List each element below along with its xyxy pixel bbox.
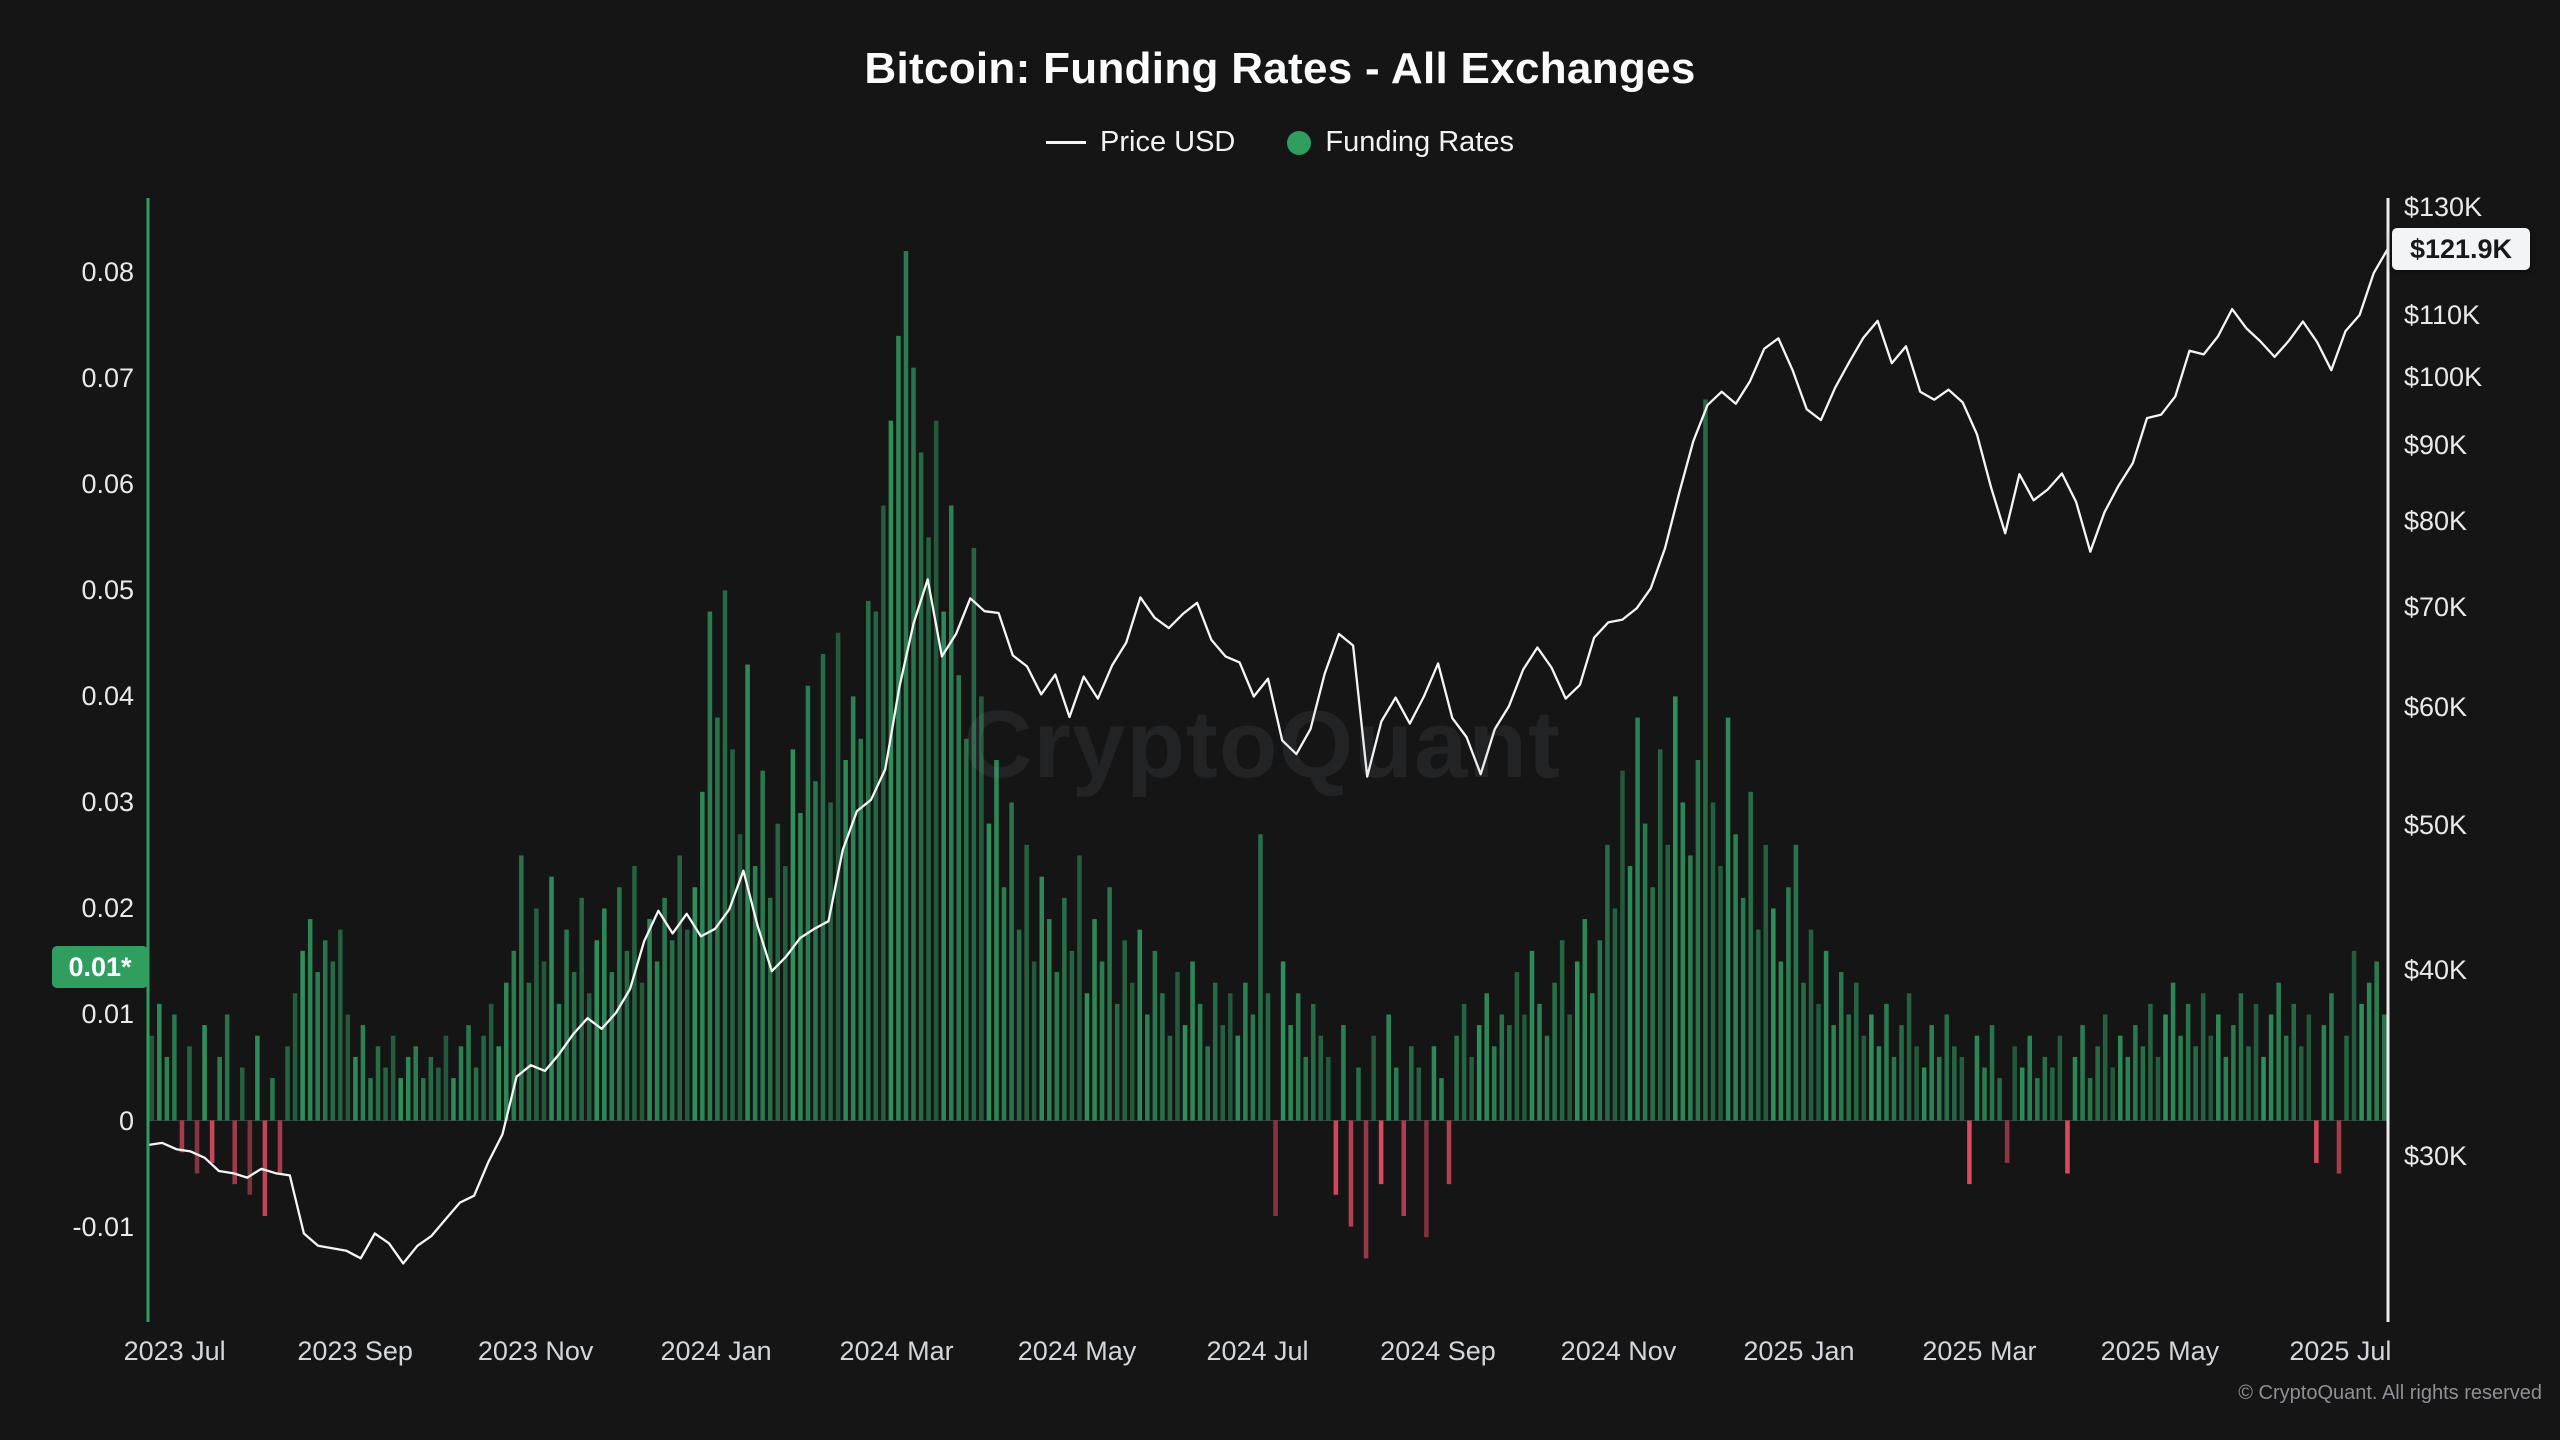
legend-funding-label: Funding Rates (1325, 126, 1514, 158)
left-axis-tick: 0.04 (81, 681, 134, 712)
cryptoquant-watermark: CryptoQuant (963, 691, 1561, 798)
x-axis-tick: 2024 Sep (1380, 1336, 1496, 1366)
left-axis-tick: 0 (118, 1105, 134, 1136)
x-axis-tick: 2023 Sep (297, 1336, 413, 1366)
x-axis-tick: 2024 Nov (1560, 1336, 1677, 1366)
right-axis-tick: $40K (2404, 954, 2468, 985)
right-axis-tick: $90K (2404, 429, 2468, 460)
x-axis-tick: 2024 Jan (660, 1336, 772, 1366)
right-axis-tick: $110K (2404, 299, 2481, 330)
right-axis-tick: $80K (2404, 506, 2468, 537)
left-axis-tick: 0.08 (81, 257, 134, 288)
funding-dot-swatch-icon (1287, 130, 1312, 155)
x-axis-tick: 2025 May (2100, 1336, 2220, 1366)
chart-title: Bitcoin: Funding Rates - All Exchanges (864, 44, 1696, 93)
x-axis-tick: 2025 Jan (1743, 1336, 1855, 1366)
left-axis-tick: -0.01 (72, 1211, 134, 1242)
left-axis-tick: 0.05 (81, 575, 134, 606)
legend-item-price-usd[interactable]: Price USD (1046, 126, 1235, 159)
left-axis-tick: 0.07 (81, 363, 134, 394)
legend-price-label: Price USD (1100, 126, 1236, 158)
left-axis-tick: 0.03 (81, 787, 134, 818)
x-axis-tick: 2024 Jul (1206, 1336, 1309, 1366)
funding-current-badge: 0.01* (52, 945, 148, 988)
price-line-swatch-icon (1046, 141, 1086, 144)
x-axis-tick: 2024 May (1017, 1336, 1137, 1366)
right-axis-tick: $30K (2404, 1140, 2468, 1171)
price-current-badge: $121.9K (2392, 227, 2530, 270)
right-axis-tick: $100K (2404, 361, 2483, 392)
x-axis-tick: 2025 Jul (2289, 1336, 2392, 1366)
legend-item-funding-rates[interactable]: Funding Rates (1287, 126, 1514, 159)
x-axis-tick: 2025 Mar (1922, 1336, 2037, 1366)
x-axis-tick: 2023 Nov (477, 1336, 594, 1366)
left-axis-tick: 0.02 (81, 893, 134, 924)
copyright-footer: © CryptoQuant. All rights reserved (2238, 1382, 2542, 1404)
x-axis-tick: 2024 Mar (839, 1336, 954, 1366)
price-line-series (146, 247, 2390, 1265)
right-axis-tick: $50K (2404, 810, 2468, 841)
funding-bars-series (149, 251, 2387, 1259)
right-axis-tick: $70K (2404, 592, 2468, 623)
right-axis-tick: $60K (2404, 692, 2468, 723)
left-axis-tick: 0.01 (81, 999, 134, 1030)
x-axis-tick: 2023 Jul (123, 1336, 226, 1366)
left-axis-tick: 0.06 (81, 469, 134, 500)
legend: Price USD Funding Rates (0, 126, 2560, 159)
right-axis-tick: $130K (2404, 191, 2483, 222)
